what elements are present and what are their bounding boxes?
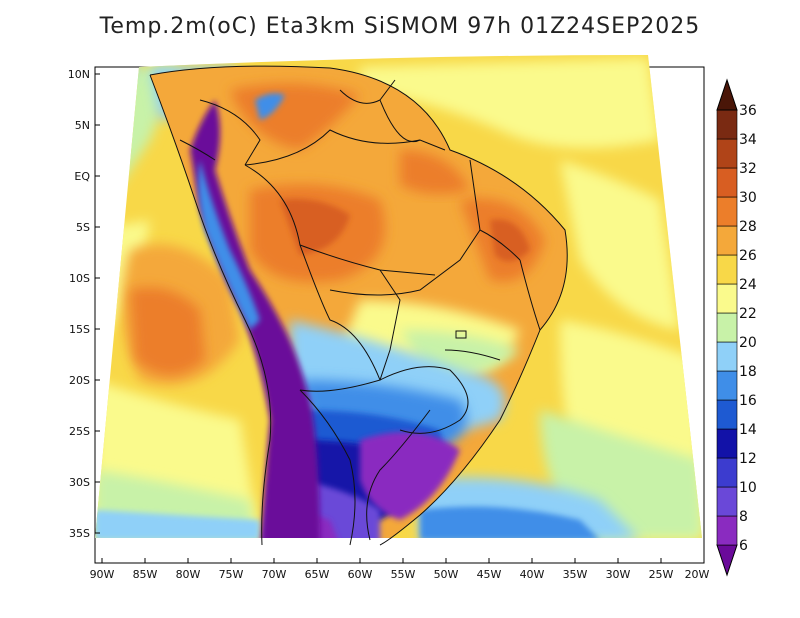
lat-label-30S: 30S	[69, 476, 90, 489]
latitude-axis: 10N 5N EQ 5S 10S 15S 20S 25S 30S 35S	[68, 68, 91, 540]
colorbar-label: 20	[739, 335, 757, 351]
colorbar-swatch	[716, 283, 738, 314]
lon-label-50W: 50W	[434, 568, 459, 581]
lat-label-10S: 10S	[69, 272, 90, 285]
colorbar-swatch	[716, 428, 738, 459]
colorbar-label: 34	[739, 132, 757, 148]
lon-label-45W: 45W	[477, 568, 502, 581]
lon-label-85W: 85W	[133, 568, 158, 581]
lon-label-60W: 60W	[348, 568, 373, 581]
colorbar-swatch	[716, 109, 738, 140]
colorbar-swatch	[716, 515, 738, 546]
colorbar-swatch	[716, 457, 738, 488]
lon-label-65W: 65W	[305, 568, 330, 581]
lon-label-70W: 70W	[262, 568, 287, 581]
colorbar-label: 22	[739, 306, 757, 322]
colorbar-label: 28	[739, 219, 757, 235]
colorbar-swatch	[716, 196, 738, 227]
colorbar-swatch	[716, 167, 738, 198]
colorbar-label: 24	[739, 277, 757, 293]
lat-label-EQ: EQ	[74, 170, 90, 183]
colorbar-label: 10	[739, 480, 757, 496]
colorbar-swatch	[716, 225, 738, 256]
colorbar-label: 26	[739, 248, 757, 264]
lat-label-10N: 10N	[68, 68, 90, 81]
colorbar-swatch-below	[716, 544, 738, 577]
lat-label-15S: 15S	[69, 323, 90, 336]
colorbar-label: 18	[739, 364, 757, 380]
colorbar-label: 14	[739, 422, 757, 438]
lon-label-55W: 55W	[391, 568, 416, 581]
colorbar-label: 8	[739, 509, 748, 525]
colorbar-swatch	[716, 399, 738, 430]
colorbar: 6 8 10 12 14 16 18 20 22 24 26 28 30 32 34 36	[716, 78, 757, 577]
lat-label-5N: 5N	[75, 119, 90, 132]
lat-label-25S: 25S	[69, 425, 90, 438]
lon-label-40W: 40W	[520, 568, 545, 581]
lon-label-35W: 35W	[563, 568, 588, 581]
colorbar-swatch	[716, 138, 738, 169]
lat-label-35S: 35S	[69, 527, 90, 540]
colorbar-label: 30	[739, 190, 757, 206]
latitude-ticks	[95, 73, 100, 534]
colorbar-label: 12	[739, 451, 757, 467]
lon-label-90W: 90W	[90, 568, 115, 581]
colorbar-label: 16	[739, 393, 757, 409]
colorbar-label: 6	[739, 538, 748, 554]
colorbar-label: 32	[739, 161, 757, 177]
map-title: Temp.2m(oC) Eta3km SiSMOM 97h 01Z24SEP20…	[99, 14, 701, 39]
lon-label-20W: 20W	[685, 568, 710, 581]
colorbar-swatch	[716, 370, 738, 401]
lat-label-20S: 20S	[69, 374, 90, 387]
colorbar-swatch	[716, 312, 738, 343]
lon-label-80W: 80W	[176, 568, 201, 581]
colorbar-label: 36	[739, 103, 757, 119]
lat-label-5S: 5S	[76, 221, 90, 234]
longitude-axis: 90W 85W 80W 75W 70W 65W 60W 55W 50W 45W …	[90, 568, 710, 581]
colorbar-swatch	[716, 486, 738, 517]
colorbar-swatch	[716, 254, 738, 285]
political-boundaries	[149, 65, 568, 546]
temperature-field	[95, 55, 702, 538]
lon-label-75W: 75W	[219, 568, 244, 581]
lon-label-30W: 30W	[606, 568, 631, 581]
colorbar-swatch	[716, 341, 738, 372]
lon-label-25W: 25W	[649, 568, 674, 581]
longitude-ticks	[101, 558, 662, 563]
colorbar-swatch-above	[716, 78, 738, 111]
